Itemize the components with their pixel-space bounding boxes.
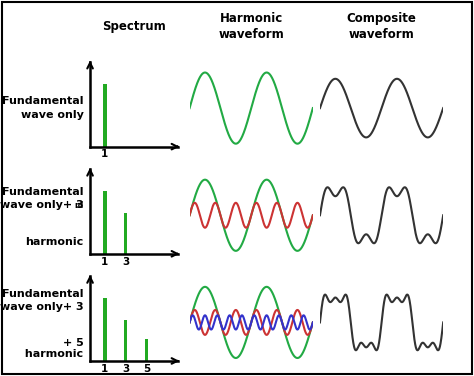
Text: harmonic: harmonic xyxy=(21,349,83,359)
Text: Fundamental
wave only+ 3: Fundamental wave only+ 3 xyxy=(0,288,83,312)
Text: Spectrum: Spectrum xyxy=(102,20,166,33)
Text: harmonic: harmonic xyxy=(25,224,83,247)
Text: rd: rd xyxy=(74,201,83,210)
Text: + 5: + 5 xyxy=(63,338,83,349)
Bar xyxy=(103,84,107,147)
Bar xyxy=(103,299,107,361)
Text: Composite
waveform: Composite waveform xyxy=(346,12,417,41)
Text: Fundamental
wave only+ 3: Fundamental wave only+ 3 xyxy=(0,187,83,210)
Bar xyxy=(124,213,128,254)
Text: Fundamental
wave only: Fundamental wave only xyxy=(2,97,83,120)
Bar xyxy=(103,191,107,254)
Bar xyxy=(124,320,128,361)
Bar xyxy=(145,339,148,361)
Text: Harmonic
waveform: Harmonic waveform xyxy=(219,12,284,41)
